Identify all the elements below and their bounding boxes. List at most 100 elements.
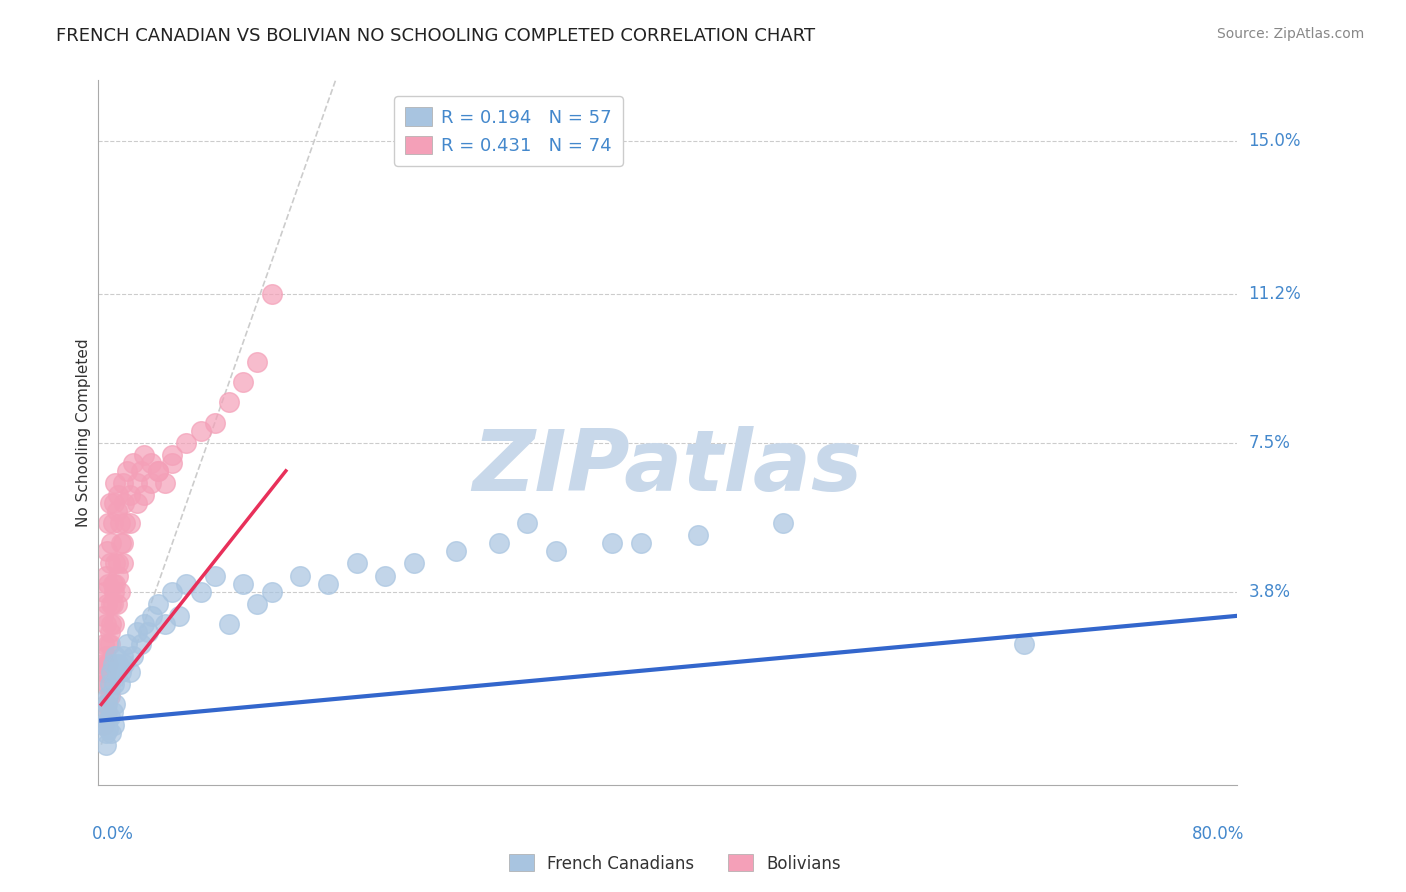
- Point: [111, 536, 134, 550]
- Point: [260, 584, 283, 599]
- Point: [97, 690, 120, 704]
- Point: [108, 584, 131, 599]
- Point: [100, 665, 122, 680]
- Point: [94, 725, 117, 739]
- Point: [686, 528, 709, 542]
- Point: [104, 698, 127, 712]
- Point: [260, 286, 283, 301]
- Point: [101, 597, 124, 611]
- Point: [114, 516, 136, 531]
- Point: [96, 544, 118, 558]
- Point: [111, 649, 134, 664]
- Point: [98, 624, 121, 639]
- Text: 15.0%: 15.0%: [1249, 132, 1301, 150]
- Point: [93, 677, 115, 691]
- Point: [402, 557, 425, 571]
- Point: [105, 597, 128, 611]
- Point: [101, 516, 124, 531]
- Point: [218, 616, 240, 631]
- Point: [103, 584, 125, 599]
- Point: [190, 584, 212, 599]
- Text: 7.5%: 7.5%: [1249, 434, 1291, 451]
- Point: [288, 568, 311, 582]
- Point: [101, 706, 124, 720]
- Point: [136, 624, 159, 639]
- Text: Source: ZipAtlas.com: Source: ZipAtlas.com: [1216, 27, 1364, 41]
- Point: [232, 376, 254, 390]
- Point: [97, 637, 120, 651]
- Point: [105, 665, 128, 680]
- Legend: French Canadians, Bolivians: French Canadians, Bolivians: [502, 847, 848, 880]
- Point: [97, 657, 120, 672]
- Point: [94, 665, 117, 680]
- Point: [101, 576, 124, 591]
- Point: [190, 424, 212, 438]
- Point: [104, 576, 127, 591]
- Point: [111, 557, 134, 571]
- Point: [112, 657, 135, 672]
- Point: [115, 464, 138, 478]
- Point: [98, 709, 121, 723]
- Point: [121, 456, 143, 470]
- Point: [232, 576, 254, 591]
- Point: [169, 608, 191, 623]
- Point: [204, 416, 226, 430]
- Point: [110, 665, 132, 680]
- Y-axis label: No Schooling Completed: No Schooling Completed: [76, 338, 91, 527]
- Point: [118, 516, 141, 531]
- Point: [98, 496, 121, 510]
- Point: [100, 536, 122, 550]
- Point: [103, 496, 125, 510]
- Point: [1014, 637, 1036, 651]
- Point: [94, 738, 117, 752]
- Point: [544, 544, 567, 558]
- Point: [103, 616, 125, 631]
- Point: [318, 576, 340, 591]
- Point: [96, 706, 118, 720]
- Point: [630, 536, 652, 550]
- Point: [132, 616, 155, 631]
- Point: [97, 516, 120, 531]
- Point: [94, 706, 117, 720]
- Point: [121, 649, 143, 664]
- Point: [772, 516, 794, 531]
- Point: [100, 597, 122, 611]
- Point: [146, 597, 169, 611]
- Point: [93, 637, 115, 651]
- Point: [107, 657, 129, 672]
- Point: [146, 464, 169, 478]
- Point: [98, 637, 121, 651]
- Point: [374, 568, 396, 582]
- Point: [162, 456, 184, 470]
- Point: [98, 690, 121, 704]
- Point: [93, 717, 115, 731]
- Point: [129, 464, 152, 478]
- Point: [97, 722, 120, 736]
- Point: [93, 717, 115, 731]
- Point: [139, 475, 162, 490]
- Text: 11.2%: 11.2%: [1249, 285, 1301, 302]
- Text: 0.0%: 0.0%: [91, 825, 134, 843]
- Point: [94, 698, 117, 712]
- Point: [96, 714, 118, 728]
- Point: [96, 677, 118, 691]
- Point: [98, 557, 121, 571]
- Point: [103, 717, 125, 731]
- Point: [105, 504, 128, 518]
- Point: [91, 608, 114, 623]
- Point: [94, 568, 117, 582]
- Point: [176, 435, 198, 450]
- Point: [112, 496, 135, 510]
- Point: [602, 536, 624, 550]
- Point: [103, 677, 125, 691]
- Point: [129, 637, 152, 651]
- Text: ZIPatlas: ZIPatlas: [472, 426, 863, 509]
- Point: [132, 488, 155, 502]
- Point: [108, 677, 131, 691]
- Point: [125, 475, 148, 490]
- Point: [100, 616, 122, 631]
- Point: [204, 568, 226, 582]
- Point: [96, 657, 118, 672]
- Point: [125, 624, 148, 639]
- Point: [107, 488, 129, 502]
